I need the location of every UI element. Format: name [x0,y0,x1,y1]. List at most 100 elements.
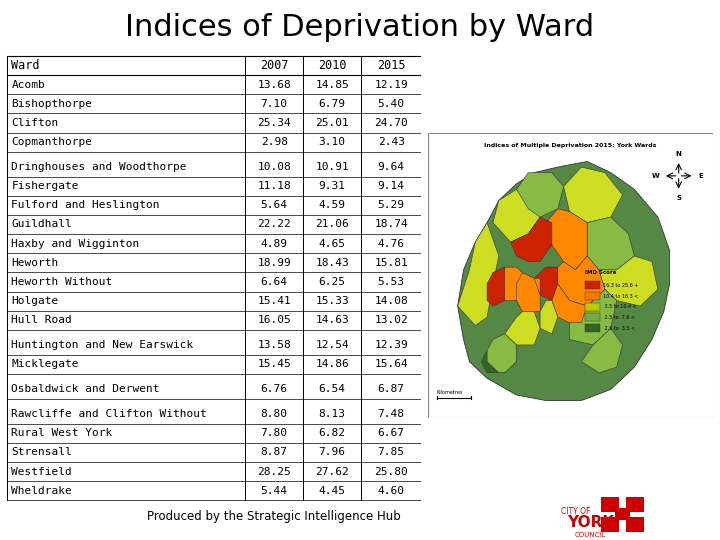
Bar [626,497,644,511]
Bar [585,324,600,332]
Bar [626,517,644,532]
Text: Wheldrake: Wheldrake [12,485,72,496]
Text: 6.54: 6.54 [319,384,346,394]
Text: Micklegate: Micklegate [12,359,79,369]
Text: YORK: YORK [567,515,614,530]
Text: 6.67: 6.67 [378,428,405,438]
Text: CITY OF: CITY OF [562,508,590,516]
Text: 4.89: 4.89 [261,239,288,248]
Text: 8.13: 8.13 [319,409,346,419]
Text: 2.43: 2.43 [378,137,405,147]
Polygon shape [458,161,670,401]
Text: Osbaldwick and Derwent: Osbaldwick and Derwent [12,384,160,394]
Text: 7.48: 7.48 [378,409,405,419]
Text: 15.45: 15.45 [257,359,291,369]
Text: 6.82: 6.82 [319,428,346,438]
Text: Fulford and Heslington: Fulford and Heslington [12,200,160,210]
Text: Indices of Multiple Deprivation 2015: York Wards: Indices of Multiple Deprivation 2015: Yo… [485,143,657,148]
Text: 4.59: 4.59 [319,200,346,210]
Text: Westfield: Westfield [12,467,72,477]
Text: 12.39: 12.39 [374,340,408,350]
Polygon shape [505,312,540,345]
Text: 10.4 to 16.3 <: 10.4 to 16.3 < [603,294,639,299]
Text: 2010: 2010 [318,59,346,72]
Text: 4.76: 4.76 [378,239,405,248]
Polygon shape [516,278,540,312]
Text: Kilometres: Kilometres [437,390,463,395]
Text: 7.80: 7.80 [261,428,288,438]
Text: Rawcliffe and Clifton Without: Rawcliffe and Clifton Without [12,409,207,419]
Text: 2.5 to  7.6 <: 2.5 to 7.6 < [603,315,636,320]
Text: 13.68: 13.68 [257,79,291,90]
Text: Indices of Deprivation by Ward: Indices of Deprivation by Ward [125,12,595,42]
Text: IMD Score: IMD Score [585,271,616,275]
Text: 14.86: 14.86 [315,359,349,369]
Bar [585,302,600,310]
Text: 6.64: 6.64 [261,277,288,287]
Text: 11.18: 11.18 [257,181,291,191]
Text: 5.29: 5.29 [378,200,405,210]
Polygon shape [516,173,564,217]
Polygon shape [534,267,558,300]
Text: 2.5 to  3.5 <: 2.5 to 3.5 < [603,326,636,331]
Text: Dringhouses and Woodthorpe: Dringhouses and Woodthorpe [12,162,187,172]
Text: 14.63: 14.63 [315,315,349,325]
Text: 21.06: 21.06 [315,219,349,230]
Text: 4.60: 4.60 [378,485,405,496]
Text: Heworth: Heworth [12,258,58,268]
Text: 15.64: 15.64 [374,359,408,369]
Text: Produced by the Strategic Intelligence Hub: Produced by the Strategic Intelligence H… [147,510,400,523]
Text: 4.45: 4.45 [319,485,346,496]
Text: 10.91: 10.91 [315,162,349,172]
Polygon shape [552,284,588,323]
Text: 15.81: 15.81 [374,258,408,268]
Text: Guildhall: Guildhall [12,219,72,230]
Text: 15.41: 15.41 [257,296,291,306]
Polygon shape [540,300,558,334]
Text: 5.40: 5.40 [378,99,405,109]
Text: 25.01: 25.01 [315,118,349,128]
Text: 7.10: 7.10 [261,99,288,109]
Polygon shape [481,345,516,373]
Bar [585,281,600,289]
Text: N: N [676,151,682,157]
Polygon shape [487,267,505,306]
Polygon shape [581,328,623,373]
Polygon shape [558,256,605,306]
Text: 15.33: 15.33 [315,296,349,306]
Text: 25.80: 25.80 [374,467,408,477]
Text: 14.85: 14.85 [315,79,349,90]
Text: 22.22: 22.22 [257,219,291,230]
Text: 2.98: 2.98 [261,137,288,147]
Text: W: W [652,173,660,179]
Text: 9.64: 9.64 [378,162,405,172]
Bar [585,313,600,321]
Text: 6.76: 6.76 [261,384,288,394]
Text: 25.34: 25.34 [257,118,291,128]
Text: Hull Road: Hull Road [12,315,72,325]
Polygon shape [493,267,528,300]
Text: Fishergate: Fishergate [12,181,79,191]
Text: 6.87: 6.87 [378,384,405,394]
Text: 12.54: 12.54 [315,340,349,350]
Text: Holgate: Holgate [12,296,58,306]
Text: E: E [698,173,703,179]
Text: 5.64: 5.64 [261,200,288,210]
Polygon shape [546,209,588,270]
Text: 3.5 to 10.4 <: 3.5 to 10.4 < [603,305,637,309]
Text: 8.87: 8.87 [261,448,288,457]
Text: Ward: Ward [12,59,40,72]
Polygon shape [570,289,616,345]
Text: 7.96: 7.96 [319,448,346,457]
Text: S: S [676,195,681,201]
Text: Strensall: Strensall [12,448,72,457]
Polygon shape [487,334,516,373]
Text: 9.14: 9.14 [378,181,405,191]
Text: Rural West York: Rural West York [12,428,112,438]
Polygon shape [510,217,552,261]
Text: 24.70: 24.70 [374,118,408,128]
Text: 18.74: 18.74 [374,219,408,230]
Text: 2015: 2015 [377,59,405,72]
Text: 18.43: 18.43 [315,258,349,268]
Text: Copmanthorpe: Copmanthorpe [12,137,92,147]
